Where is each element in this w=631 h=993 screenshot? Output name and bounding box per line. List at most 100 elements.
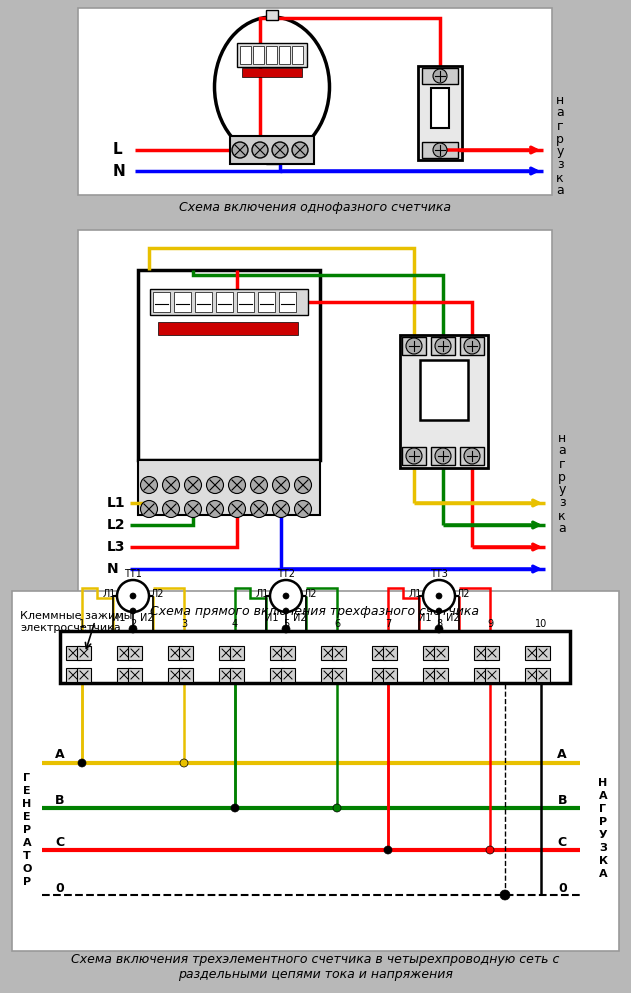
Text: 6: 6 <box>334 619 340 629</box>
Bar <box>460 447 484 465</box>
Text: у: у <box>557 146 563 159</box>
Circle shape <box>435 448 451 464</box>
Text: к: к <box>558 509 566 522</box>
Bar <box>292 46 303 64</box>
Circle shape <box>384 846 392 854</box>
Bar <box>219 668 233 682</box>
Bar <box>117 646 131 660</box>
Bar <box>431 337 455 355</box>
Ellipse shape <box>163 500 179 517</box>
Ellipse shape <box>206 500 223 517</box>
Bar <box>402 337 426 355</box>
Text: а: а <box>558 445 566 458</box>
Text: г: г <box>557 119 563 132</box>
Bar <box>536 668 550 682</box>
Bar <box>258 292 275 312</box>
Bar <box>158 322 298 335</box>
Circle shape <box>423 580 455 612</box>
Bar <box>153 292 170 312</box>
Bar <box>66 646 80 660</box>
Bar <box>460 337 484 355</box>
Text: Е: Е <box>23 812 31 822</box>
Bar <box>237 43 307 67</box>
Bar <box>168 668 182 682</box>
Text: Р: Р <box>23 825 31 835</box>
Ellipse shape <box>292 142 308 158</box>
Bar <box>179 646 193 660</box>
Circle shape <box>180 759 188 767</box>
Text: О: О <box>22 864 32 874</box>
Bar <box>332 668 346 682</box>
Bar <box>150 289 308 315</box>
Ellipse shape <box>232 142 248 158</box>
Bar <box>418 66 462 160</box>
Text: а: а <box>556 185 564 198</box>
Text: р: р <box>556 132 564 146</box>
Text: А: А <box>557 749 567 762</box>
Text: К: К <box>598 856 608 866</box>
Text: р: р <box>558 471 566 484</box>
Text: Л1: Л1 <box>102 589 115 599</box>
Bar <box>402 447 426 465</box>
Text: а: а <box>556 106 564 119</box>
Text: 0: 0 <box>558 882 567 895</box>
Ellipse shape <box>228 500 245 517</box>
Bar <box>117 668 131 682</box>
Bar <box>78 8 552 195</box>
Bar <box>332 646 346 660</box>
Text: И1: И1 <box>112 613 126 623</box>
Bar <box>270 668 284 682</box>
Ellipse shape <box>295 500 312 517</box>
Bar <box>321 646 335 660</box>
Text: 7: 7 <box>385 619 391 629</box>
Ellipse shape <box>272 142 288 158</box>
Bar <box>279 292 296 312</box>
Bar <box>12 591 619 951</box>
Ellipse shape <box>273 500 290 517</box>
Circle shape <box>500 890 510 900</box>
Ellipse shape <box>228 477 245 494</box>
Text: 1: 1 <box>79 619 85 629</box>
Text: В: В <box>55 793 64 806</box>
Bar <box>525 668 539 682</box>
Bar <box>66 668 80 682</box>
Bar <box>138 270 320 460</box>
Bar <box>128 646 142 660</box>
Bar <box>423 668 437 682</box>
Text: 2: 2 <box>130 619 136 629</box>
Text: 5: 5 <box>283 619 289 629</box>
Circle shape <box>270 580 302 612</box>
Text: С: С <box>55 835 64 848</box>
Circle shape <box>436 593 442 599</box>
Circle shape <box>283 608 289 614</box>
Text: В: В <box>558 793 567 806</box>
Text: 3: 3 <box>181 619 187 629</box>
Bar <box>400 335 488 468</box>
Bar <box>422 68 458 84</box>
Ellipse shape <box>184 500 201 517</box>
Ellipse shape <box>141 500 158 517</box>
Bar <box>281 646 295 660</box>
Bar <box>77 668 91 682</box>
Bar <box>383 668 397 682</box>
Text: N: N <box>107 562 119 576</box>
Text: А: А <box>599 791 607 801</box>
Circle shape <box>406 338 422 354</box>
Bar <box>168 646 182 660</box>
Text: Л1: Л1 <box>256 589 269 599</box>
Text: А: А <box>23 838 32 848</box>
Circle shape <box>78 759 86 767</box>
Circle shape <box>433 143 447 157</box>
Text: ТТ2: ТТ2 <box>277 569 295 579</box>
Text: г: г <box>558 458 565 471</box>
Text: И2: И2 <box>446 613 460 623</box>
Text: Л1: Л1 <box>408 589 422 599</box>
Circle shape <box>282 625 290 633</box>
Text: Л2: Л2 <box>456 589 469 599</box>
Text: 4: 4 <box>232 619 238 629</box>
Text: з: з <box>558 496 565 509</box>
Text: 8: 8 <box>436 619 442 629</box>
Ellipse shape <box>295 477 312 494</box>
Circle shape <box>406 448 422 464</box>
Text: Л2: Л2 <box>150 589 164 599</box>
